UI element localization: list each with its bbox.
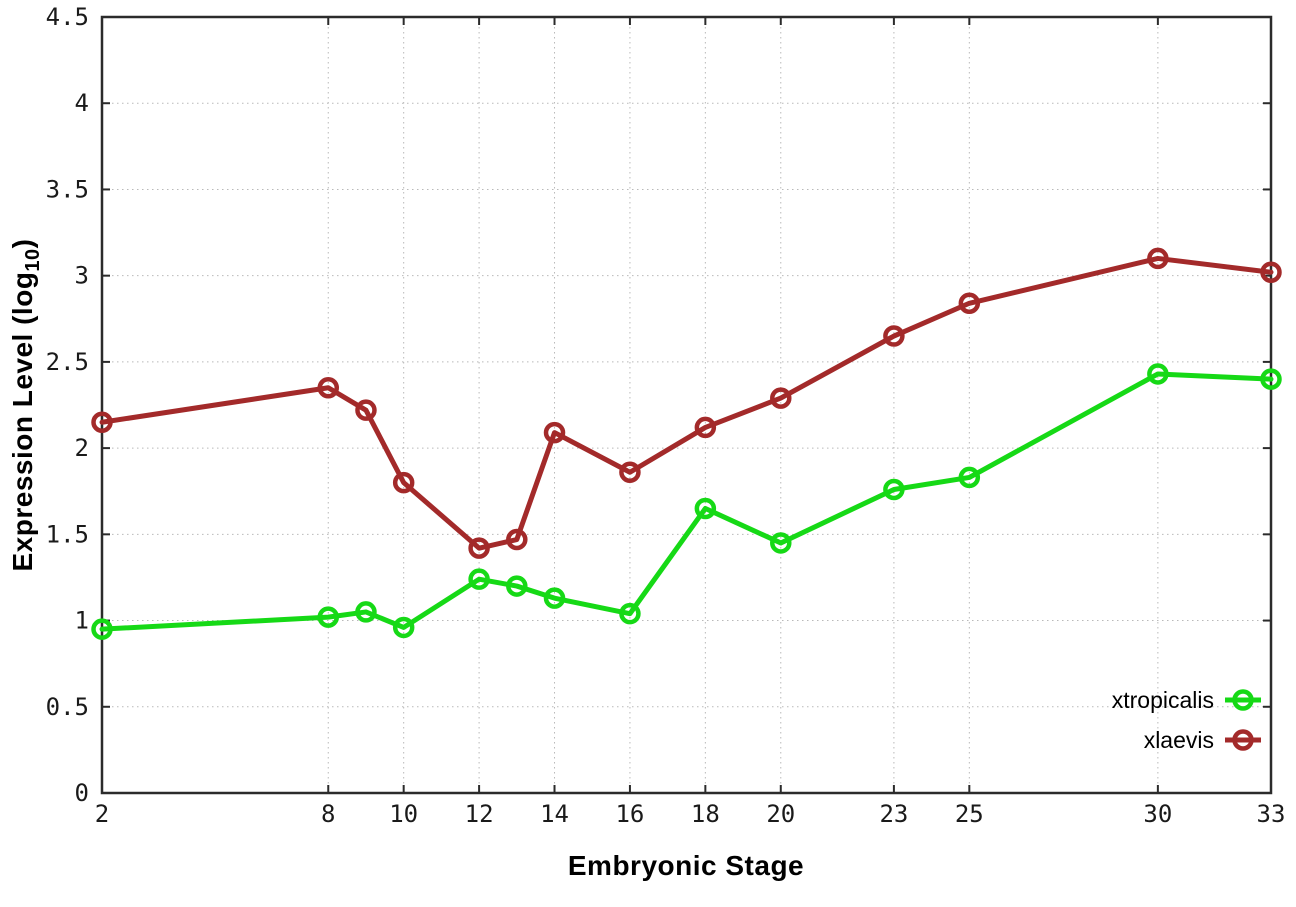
y-tick-label: 1.5	[46, 520, 89, 548]
x-tick-label: 20	[766, 800, 795, 828]
data-point-xtropicalis	[355, 601, 377, 623]
data-point-xtropicalis	[506, 575, 528, 597]
y-tick-label: 4.5	[46, 3, 89, 31]
y-tick-label: 3	[75, 262, 89, 290]
y-tick-label: 1	[75, 607, 89, 635]
plot-border	[100, 15, 1273, 795]
legend: xtropicalis xlaevis	[1112, 682, 1264, 758]
series-xlaevis-line	[99, 255, 1274, 551]
y-axis-title-text: Expression Level (log	[7, 271, 39, 572]
x-tick-label: 8	[321, 800, 335, 828]
y-axis-title-subscript: 10	[21, 248, 44, 272]
axis-ticks	[101, 16, 1272, 794]
y-tick-label: 2.5	[46, 348, 89, 376]
legend-item-xlaevis: xlaevis	[1112, 722, 1264, 758]
data-point-xtropicalis	[91, 618, 113, 640]
data-point-xtropicalis	[317, 606, 340, 628]
data-point-xtropicalis	[543, 587, 566, 609]
data-point-xlaevis	[543, 421, 566, 444]
data-point-xlaevis	[317, 377, 340, 399]
y-axis-title-suffix: )	[7, 238, 39, 249]
data-point-xlaevis	[91, 411, 113, 433]
data-point-xlaevis	[958, 292, 981, 315]
x-tick-label: 10	[389, 800, 418, 828]
x-axis-title: Embryonic Stage	[567, 850, 805, 881]
data-point-xlaevis	[883, 325, 905, 347]
x-tick-label: 2	[95, 800, 109, 828]
data-point-xlaevis	[468, 537, 490, 559]
data-point-xlaevis	[694, 416, 717, 439]
legend-item-xtropicalis: xtropicalis	[1112, 682, 1264, 718]
series-xtropicalis-line	[99, 371, 1274, 632]
y-axis-title: Expression Level (log10)	[7, 239, 45, 572]
legend-label-xtropicalis: xtropicalis	[1111, 686, 1214, 713]
data-point-xtropicalis	[958, 466, 981, 489]
data-point-xlaevis	[619, 461, 641, 484]
legend-label-xlaevis: xlaevis	[1143, 726, 1214, 753]
x-tick-label: 30	[1143, 800, 1172, 828]
x-tick-label: 33	[1257, 800, 1286, 828]
y-tick-label: 4	[75, 89, 89, 117]
series-xtropicalis	[91, 363, 1282, 640]
data-point-xtropicalis	[883, 478, 905, 501]
data-point-xtropicalis	[1147, 363, 1169, 385]
y-tick-label: 0	[75, 779, 89, 807]
gridlines	[101, 16, 1272, 794]
y-tick-labels: 0 0.5 1 1.5 2 2.5 3 3.5 4 4.5	[46, 3, 89, 807]
x-tick-label: 18	[691, 800, 720, 828]
data-point-xlaevis	[770, 387, 792, 409]
y-tick-label: 3.5	[46, 175, 89, 203]
data-point-xlaevis	[1260, 261, 1282, 283]
data-point-xtropicalis	[468, 568, 490, 590]
data-point-xlaevis	[506, 528, 528, 551]
data-point-xtropicalis	[694, 497, 717, 520]
x-tick-label: 25	[955, 800, 984, 828]
data-point-xlaevis	[355, 399, 377, 421]
data-point-xtropicalis	[619, 602, 641, 625]
x-tick-label: 23	[879, 800, 908, 828]
data-point-xtropicalis	[1260, 368, 1282, 390]
legend-marker-xlaevis-icon	[1225, 729, 1261, 751]
y-tick-label: 2	[75, 434, 89, 462]
data-point-xlaevis	[392, 471, 415, 494]
series-xlaevis	[91, 247, 1282, 559]
legend-marker-xtropicalis-icon	[1225, 689, 1261, 711]
x-tick-labels: 2 8 10 12 14 16 18 20 23 25 30 33	[95, 800, 1286, 828]
data-point-xtropicalis	[770, 532, 792, 554]
data-point-xtropicalis	[392, 616, 415, 639]
data-point-xlaevis	[1147, 247, 1169, 270]
x-tick-label: 16	[615, 800, 644, 828]
x-tick-label: 12	[465, 800, 494, 828]
x-tick-label: 14	[540, 800, 569, 828]
y-tick-label: 0.5	[46, 693, 89, 721]
